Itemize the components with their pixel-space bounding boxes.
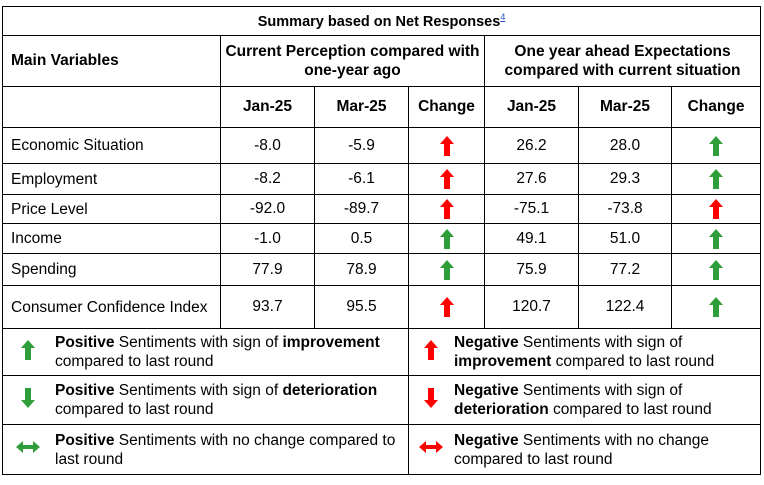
legend-negative-deterioration: Negative Sentiments with sign of deterio… bbox=[407, 375, 762, 425]
legend-negative-no-change: Negative Sentiments with no change compa… bbox=[407, 424, 762, 475]
exp-jan-value: 120.7 bbox=[484, 285, 579, 329]
negative-improvement-icon bbox=[439, 169, 454, 189]
negative-improvement-icon bbox=[439, 135, 454, 156]
negative-improvement-icon bbox=[709, 199, 724, 219]
table-row: Economic Situation -8.0 -5.9 26.2 28.0 bbox=[2, 127, 762, 164]
row-label: Income bbox=[2, 223, 221, 254]
table-row: Income -1.0 0.5 49.1 51.0 bbox=[2, 223, 762, 254]
legend-icon-cell bbox=[409, 440, 452, 459]
exp-jan-value: 49.1 bbox=[484, 223, 579, 254]
blank-header-cell bbox=[2, 86, 221, 128]
cur-jan-value: -1.0 bbox=[220, 223, 315, 254]
exp-change-cell bbox=[670, 127, 762, 164]
positive-improvement-icon bbox=[709, 135, 724, 156]
row-label: Price Level bbox=[2, 194, 221, 224]
exp-mar-value: 29.3 bbox=[578, 163, 672, 195]
row-label: Employment bbox=[2, 163, 221, 195]
col-header-cur-mar: Mar-25 bbox=[314, 86, 409, 128]
cur-jan-value: -92.0 bbox=[220, 194, 315, 224]
positive-improvement-icon bbox=[21, 339, 35, 360]
legend-icon-cell bbox=[3, 387, 53, 413]
exp-mar-value: 28.0 bbox=[578, 127, 672, 164]
exp-change-cell bbox=[670, 194, 762, 224]
positive-improvement-icon bbox=[709, 169, 724, 189]
row-label: Consumer Confidence Index bbox=[2, 285, 221, 329]
col-header-cur-jan: Jan-25 bbox=[220, 86, 315, 128]
exp-mar-value: 122.4 bbox=[578, 285, 672, 329]
row-label: Economic Situation bbox=[2, 127, 221, 164]
legend-row: Positive Sentiments with sign of deterio… bbox=[2, 375, 762, 425]
exp-jan-value: 26.2 bbox=[484, 127, 579, 164]
cur-mar-value: -5.9 bbox=[314, 127, 409, 164]
table-row: Spending 77.9 78.9 75.9 77.2 bbox=[2, 253, 762, 286]
exp-mar-value: 51.0 bbox=[578, 223, 672, 254]
cur-change-cell bbox=[408, 127, 485, 164]
positive-improvement-icon bbox=[709, 297, 724, 317]
cur-change-cell bbox=[408, 285, 485, 329]
legend-icon-cell bbox=[3, 339, 53, 365]
cur-mar-value: 0.5 bbox=[314, 223, 409, 254]
exp-change-cell bbox=[670, 223, 762, 254]
legend-row: Positive Sentiments with no change compa… bbox=[2, 424, 762, 475]
legend-icon-cell bbox=[409, 387, 452, 413]
col-header-exp-jan: Jan-25 bbox=[484, 86, 579, 128]
cur-mar-value: 95.5 bbox=[314, 285, 409, 329]
current-perception-header: Current Perception compared with one-yea… bbox=[220, 35, 485, 87]
table-title: Summary based on Net Responses4 bbox=[1, 6, 762, 36]
positive-improvement-icon bbox=[439, 259, 454, 280]
footnote-link[interactable]: 4 bbox=[500, 12, 506, 23]
negative-improvement-icon bbox=[423, 339, 438, 360]
positive-improvement-icon bbox=[439, 228, 454, 249]
cur-change-cell bbox=[408, 223, 485, 254]
table-row: Employment -8.2 -6.1 27.6 29.3 bbox=[2, 163, 762, 195]
row-label: Spending bbox=[2, 253, 221, 286]
exp-mar-value: 77.2 bbox=[578, 253, 672, 286]
cur-mar-value: -6.1 bbox=[314, 163, 409, 195]
cur-change-cell bbox=[408, 194, 485, 224]
exp-mar-value: -73.8 bbox=[578, 194, 672, 224]
negative-nochange-icon bbox=[418, 441, 443, 453]
cur-jan-value: 93.7 bbox=[220, 285, 315, 329]
negative-improvement-icon bbox=[439, 297, 454, 317]
cur-mar-value: -89.7 bbox=[314, 194, 409, 224]
legend-icon-cell bbox=[3, 440, 53, 459]
negative-improvement-icon bbox=[439, 199, 454, 219]
positive-nochange-icon bbox=[16, 441, 40, 453]
positive-deterioration-icon bbox=[21, 387, 35, 408]
positive-improvement-icon bbox=[709, 228, 724, 249]
legend-row: Positive Sentiments with sign of improve… bbox=[2, 328, 762, 376]
cur-jan-value: -8.2 bbox=[220, 163, 315, 195]
cur-jan-value: -8.0 bbox=[220, 127, 315, 164]
summary-table: Summary based on Net Responses4 Main Var… bbox=[1, 6, 762, 475]
cur-mar-value: 78.9 bbox=[314, 253, 409, 286]
negative-deterioration-icon bbox=[423, 387, 438, 408]
table-row: Price Level -92.0 -89.7 -75.1 -73.8 bbox=[2, 194, 762, 224]
exp-jan-value: -75.1 bbox=[484, 194, 579, 224]
exp-jan-value: 75.9 bbox=[484, 253, 579, 286]
exp-change-cell bbox=[670, 163, 762, 195]
legend-icon-cell bbox=[409, 339, 452, 365]
cur-change-cell bbox=[408, 163, 485, 195]
table-row: Consumer Confidence Index 93.7 95.5 120.… bbox=[2, 285, 762, 329]
ahead-expectations-header: One year ahead Expectations compared wit… bbox=[483, 35, 762, 87]
legend-positive-improvement: Positive Sentiments with sign of improve… bbox=[2, 328, 409, 376]
col-header-exp-mar: Mar-25 bbox=[578, 86, 672, 128]
exp-jan-value: 27.6 bbox=[484, 163, 579, 195]
positive-improvement-icon bbox=[709, 259, 724, 280]
cur-jan-value: 77.9 bbox=[220, 253, 315, 286]
legend-positive-no-change: Positive Sentiments with no change compa… bbox=[2, 424, 409, 475]
cur-change-cell bbox=[408, 253, 485, 286]
exp-change-cell bbox=[670, 253, 762, 286]
col-header-exp-change: Change bbox=[670, 86, 762, 128]
exp-change-cell bbox=[670, 285, 762, 329]
legend-negative-improvement: Negative Sentiments with sign of improve… bbox=[407, 328, 762, 376]
main-variables-header: Main Variables bbox=[2, 35, 221, 87]
legend-positive-deterioration: Positive Sentiments with sign of deterio… bbox=[2, 375, 409, 425]
col-header-cur-change: Change bbox=[408, 86, 485, 128]
